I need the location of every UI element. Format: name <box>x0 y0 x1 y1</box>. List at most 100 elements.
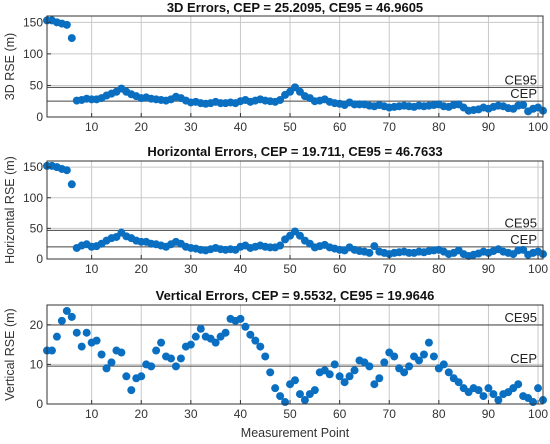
data-point <box>325 370 334 379</box>
x-tick-label: 80 <box>432 120 446 134</box>
data-point <box>281 398 290 407</box>
data-point <box>241 322 250 331</box>
x-axis-label: Measurement Point <box>241 426 350 440</box>
data-point <box>419 350 428 359</box>
x-tick-label: 70 <box>383 407 397 421</box>
data-point <box>47 346 56 355</box>
data-point <box>167 354 175 363</box>
ref-label-cep: CEP <box>510 351 537 366</box>
data-point <box>62 20 71 29</box>
data-point <box>102 364 111 373</box>
data-point <box>62 306 71 315</box>
y-axis-label: Horizontal RSE (m) <box>3 156 17 264</box>
data-point <box>350 366 359 375</box>
data-point <box>415 356 423 365</box>
data-point <box>390 352 399 361</box>
data-point <box>300 396 309 405</box>
x-tick-label: 60 <box>333 262 347 276</box>
data-point <box>196 324 205 333</box>
subplot-title: Horizontal Errors, CEP = 19.711, CE95 = … <box>147 144 442 159</box>
data-point <box>405 362 414 371</box>
y-tick-label: 50 <box>30 78 44 92</box>
x-tick-label: 10 <box>85 407 99 421</box>
data-point <box>176 354 185 363</box>
x-tick-label: 20 <box>135 120 149 134</box>
data-point <box>171 362 180 371</box>
x-tick-label: 50 <box>283 407 297 421</box>
ref-label-cep: CEP <box>510 86 537 101</box>
data-point <box>261 352 270 361</box>
data-point <box>454 378 463 387</box>
data-point <box>266 368 275 377</box>
data-point <box>365 362 374 371</box>
data-point <box>345 372 354 381</box>
y-tick-label: 20 <box>30 318 44 332</box>
data-point <box>291 376 299 385</box>
data-point <box>429 352 438 361</box>
x-tick-label: 60 <box>333 120 347 134</box>
data-point <box>534 384 543 393</box>
data-point <box>484 384 493 393</box>
data-point <box>479 392 488 401</box>
x-tick-label: 20 <box>135 407 149 421</box>
data-point <box>152 346 161 355</box>
x-tick-label: 30 <box>184 407 198 421</box>
data-point <box>494 396 503 405</box>
data-point <box>77 342 86 351</box>
y-axis-label: 3D RSE (m) <box>3 33 17 100</box>
data-point <box>340 378 349 387</box>
x-tick-label: 70 <box>383 262 397 276</box>
data-point <box>256 342 265 351</box>
data-point <box>147 362 156 371</box>
x-tick-label: 50 <box>283 262 297 276</box>
x-tick-label: 50 <box>283 120 297 134</box>
y-tick-label: 100 <box>23 47 43 61</box>
data-point <box>519 245 528 254</box>
subplot-3: CE95 CEP 10 20 30 40 50 60 70 80 90 100 0 10 20 Vertica… <box>3 288 548 440</box>
data-point <box>514 380 523 389</box>
data-point <box>271 384 280 393</box>
data-point <box>67 312 76 321</box>
x-tick-label: 80 <box>432 262 446 276</box>
y-tick-label: 150 <box>23 160 43 174</box>
x-tick-label: 10 <box>85 262 99 276</box>
x-tick-label: 40 <box>234 407 248 421</box>
data-point <box>370 380 379 389</box>
x-tick-label: 100 <box>528 262 548 276</box>
x-tick-label: 100 <box>528 120 548 134</box>
y-tick-label: 150 <box>23 15 43 29</box>
data-point <box>72 328 81 337</box>
y-tick-label: 0 <box>36 397 43 411</box>
data-point <box>439 360 448 369</box>
data-point <box>246 330 255 339</box>
y-tick-label: 0 <box>36 252 43 266</box>
data-point <box>424 338 433 347</box>
x-tick-label: 30 <box>184 262 198 276</box>
x-tick-label: 90 <box>482 407 496 421</box>
data-point <box>82 328 91 337</box>
data-point <box>276 241 285 250</box>
data-point <box>295 390 304 399</box>
data-point <box>57 316 66 325</box>
x-tick-label: 20 <box>135 262 149 276</box>
data-point <box>444 368 453 377</box>
data-point <box>310 386 319 395</box>
ref-label-ce95: CE95 <box>504 310 537 325</box>
y-tick-label: 10 <box>30 357 44 371</box>
data-point <box>519 101 528 110</box>
data-point <box>221 328 230 337</box>
subplot-2: CE95 CEP 10 20 30 40 50 60 70 80 90 100 0 50 100 150 Hor… <box>3 144 548 276</box>
data-point <box>276 95 285 104</box>
data-point <box>489 390 498 399</box>
data-point <box>380 358 389 367</box>
axes-box <box>46 160 544 260</box>
data-point <box>67 180 76 189</box>
data-point <box>97 350 106 359</box>
axes-box <box>46 304 544 405</box>
x-tick-label: 60 <box>333 407 347 421</box>
data-point <box>157 338 166 347</box>
data-point <box>122 372 131 381</box>
data-point <box>52 332 61 341</box>
